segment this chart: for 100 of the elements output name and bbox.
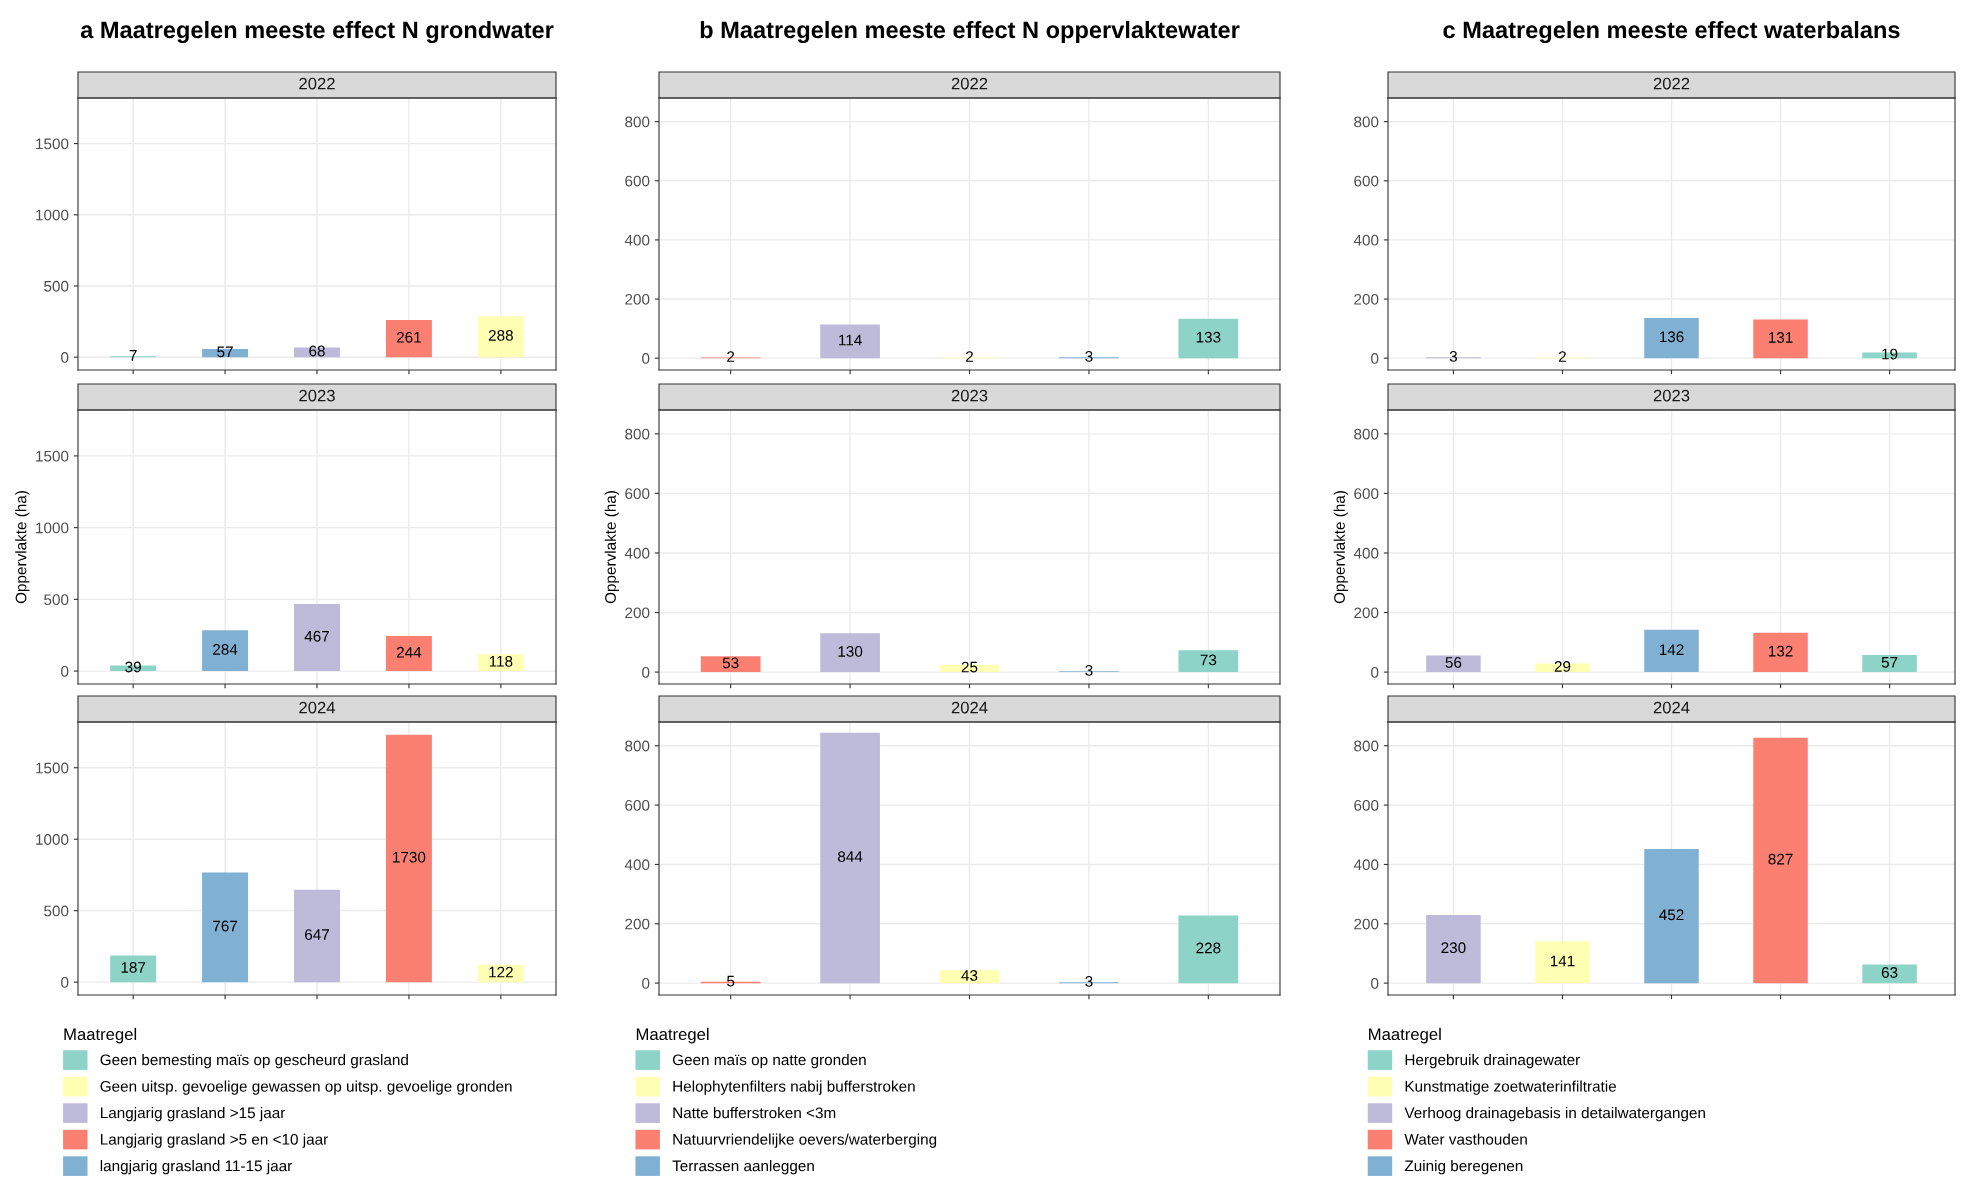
y-tick-label: 1500 <box>36 138 69 150</box>
y-tick-label: 200 <box>625 918 650 930</box>
legend-label: Natuurvriendelijke oevers/waterberging <box>673 1133 937 1148</box>
data-label: 5 <box>727 975 735 987</box>
y-tick-label: 400 <box>624 859 650 871</box>
chart-subtitle: 2024 <box>951 701 988 714</box>
data-label: 288 <box>488 329 513 341</box>
y-tick-label: 1500 <box>36 762 69 774</box>
y-tick-label: 0 <box>642 978 650 989</box>
data-label: 3 <box>1085 664 1093 676</box>
chart-subtitle: 2023 <box>299 389 335 402</box>
data-label: 142 <box>1659 644 1684 655</box>
y-tick-label: 1000 <box>36 834 69 845</box>
y-tick-label: 1500 <box>36 450 69 462</box>
legend-label: Langjarig grasland >15 jaar <box>100 1107 286 1122</box>
data-label: 130 <box>838 646 863 657</box>
y-tick-label: 600 <box>625 488 650 500</box>
y-tick-label: 800 <box>1354 740 1379 752</box>
y-tick-label: 200 <box>625 293 650 305</box>
y-tick-label: 600 <box>1354 488 1379 500</box>
y-tick-label: 0 <box>1371 666 1379 678</box>
y-tick-label: 600 <box>1354 175 1379 187</box>
y-axis-title: Oppervlakte (ha) <box>1333 491 1348 604</box>
y-tick-label: 500 <box>44 280 69 292</box>
y-tick-label: 400 <box>624 547 650 559</box>
chart-subtitle: 2022 <box>299 77 335 90</box>
y-tick-label: 500 <box>44 594 69 606</box>
legend-label: Water vasthouden <box>1404 1133 1527 1145</box>
y-tick-label: 0 <box>61 352 69 363</box>
data-label: 3 <box>1085 351 1093 362</box>
data-label: 452 <box>1659 909 1684 921</box>
data-label: 767 <box>213 920 238 932</box>
y-tick-label: 0 <box>61 665 69 677</box>
y-tick-label: 800 <box>1354 428 1379 440</box>
data-label: 2 <box>1558 351 1566 362</box>
y-tick-label: 600 <box>625 799 650 811</box>
data-label: 122 <box>489 966 513 978</box>
data-label: 73 <box>1200 654 1217 666</box>
data-label: 136 <box>1659 331 1684 343</box>
legend-label: Geen maïs op natte gronden <box>672 1054 866 1069</box>
data-label: 57 <box>1881 657 1898 668</box>
legend-label: Helophytenfilters nabij bufferstroken <box>673 1080 915 1095</box>
y-tick-label: 0 <box>1371 353 1379 364</box>
data-label: 228 <box>1196 942 1221 954</box>
data-label: 132 <box>1768 645 1793 657</box>
y-tick-label: 400 <box>1353 547 1379 559</box>
data-label: 141 <box>1550 955 1575 967</box>
y-tick-label: 400 <box>1353 859 1379 871</box>
y-tick-label: 1000 <box>36 522 69 534</box>
y-tick-label: 500 <box>44 905 69 917</box>
y-tick-label: 200 <box>625 607 650 619</box>
data-label: 68 <box>309 345 325 357</box>
data-label: 827 <box>1768 853 1793 865</box>
y-tick-label: 400 <box>624 234 650 246</box>
legend-label: Zuinig beregenen <box>1404 1160 1523 1175</box>
y-tick-label: 400 <box>1353 234 1379 246</box>
data-label: 3 <box>1085 975 1093 987</box>
chart-title: c Maatregelen meeste effect waterbalans <box>1443 20 1900 44</box>
chart-subtitle: 2022 <box>951 77 988 90</box>
y-tick-label: 200 <box>1354 918 1379 930</box>
data-label: 1730 <box>393 851 426 863</box>
data-label: 261 <box>396 331 421 343</box>
chart-title: b Maatregelen meeste effect N oppervlaktewater <box>700 20 1240 44</box>
data-label: 7 <box>129 350 137 361</box>
data-label: 114 <box>839 334 862 346</box>
chart-subtitle: 2022 <box>1653 77 1690 90</box>
data-label: 29 <box>1554 661 1571 672</box>
legend-label: Terrassen aanleggen <box>672 1160 814 1175</box>
y-tick-label: 800 <box>625 116 650 128</box>
data-label: 57 <box>217 346 233 358</box>
data-label: 844 <box>838 851 863 863</box>
y-tick-label: 200 <box>1354 293 1379 305</box>
y-tick-label: 800 <box>1354 116 1379 128</box>
data-label: 467 <box>304 630 329 642</box>
data-label: 647 <box>305 929 329 940</box>
data-label: 284 <box>213 644 238 655</box>
data-label: 118 <box>489 655 513 667</box>
y-tick-label: 0 <box>61 977 69 988</box>
data-label: 131 <box>1768 332 1793 343</box>
chart-subtitle: 2023 <box>951 389 988 402</box>
legend-label: Geen bemesting maïs op gescheurd grasland <box>100 1054 408 1069</box>
chart-subtitle: 2023 <box>1653 389 1690 402</box>
y-tick-label: 1000 <box>36 209 69 221</box>
data-label: 56 <box>1445 657 1462 668</box>
data-label: 19 <box>1882 348 1898 360</box>
chart-title: a Maatregelen meeste effect N grondwater <box>80 20 554 44</box>
data-label: 2 <box>727 351 735 362</box>
chart-subtitle: 2024 <box>299 701 336 714</box>
data-label: 25 <box>961 661 978 673</box>
legend-label: Hergebruik drainagewater <box>1405 1054 1580 1069</box>
y-tick-label: 200 <box>1354 607 1379 619</box>
legend-title: Maatregel <box>1369 1027 1441 1044</box>
y-tick-label: 0 <box>642 666 650 678</box>
y-axis-title: Oppervlakte (ha) <box>604 491 619 604</box>
data-label: 2 <box>966 351 973 362</box>
legend-title: Maatregel <box>636 1027 709 1044</box>
y-tick-label: 800 <box>625 740 650 752</box>
data-label: 39 <box>125 661 141 673</box>
legend-label: Langjarig grasland >5 en <10 jaar <box>100 1133 328 1148</box>
data-label: 230 <box>1441 942 1466 954</box>
